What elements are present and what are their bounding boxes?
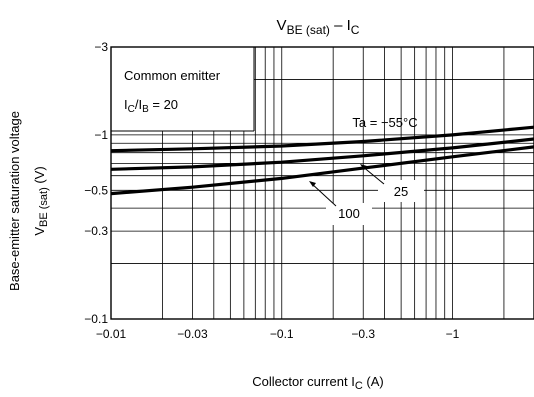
plot-frame [110, 46, 534, 320]
label-25-arrow [360, 164, 367, 170]
y-axis-label-line1: Base-emitter saturation voltage [7, 111, 22, 291]
label-25-bg [378, 180, 424, 202]
curve-100c [110, 145, 534, 196]
label-100: 100 [338, 206, 360, 221]
x-tick-label: −0.3 [351, 327, 375, 341]
label-25: 25 [394, 184, 408, 199]
condition-box: Common emitter IC/IB = 20 [111, 47, 255, 132]
x-tick-label: −1 [446, 327, 460, 341]
x-tick-label: −0.1 [270, 327, 294, 341]
curve-minus55c [110, 125, 534, 153]
y-tick-label: −0.3 [84, 224, 108, 238]
y-axis-label: Base-emitter saturation voltage [7, 111, 22, 291]
y-tick-label: −0.5 [84, 183, 108, 197]
label-100-arrow [309, 181, 316, 187]
y-tick-label: −1 [94, 128, 108, 142]
x-tick-label: −0.01 [96, 327, 127, 341]
label-25-leader [361, 165, 385, 185]
y-tick-label: −0.1 [84, 312, 108, 326]
tick-labels: −0.01 −0.03 −0.1 −0.3 −1 −3 −1 −0.5 −0.3 −0.1 [84, 40, 459, 341]
svg-text:VBE (sat) (V): VBE (sat) (V) [32, 166, 50, 235]
curve-25c [110, 137, 534, 171]
label-100-bg [326, 203, 372, 225]
y-axis-label-symbol: VBE (sat) (V) [32, 166, 50, 235]
chart-title: VBE (sat) – IC [277, 17, 360, 37]
label-100-leader [310, 182, 337, 207]
condition-line1: Common emitter [124, 68, 221, 83]
x-tick-label: −0.03 [177, 327, 208, 341]
label-minus55c: Ta = −55°C [352, 115, 417, 130]
condition-line2: IC/IB = 20 [124, 97, 178, 115]
curves [110, 125, 534, 196]
x-axis-label: Collector current IC (A) [252, 374, 384, 392]
y-tick-label: −3 [94, 40, 108, 54]
series-labels: Ta = −55°C 25 100 [309, 115, 424, 225]
